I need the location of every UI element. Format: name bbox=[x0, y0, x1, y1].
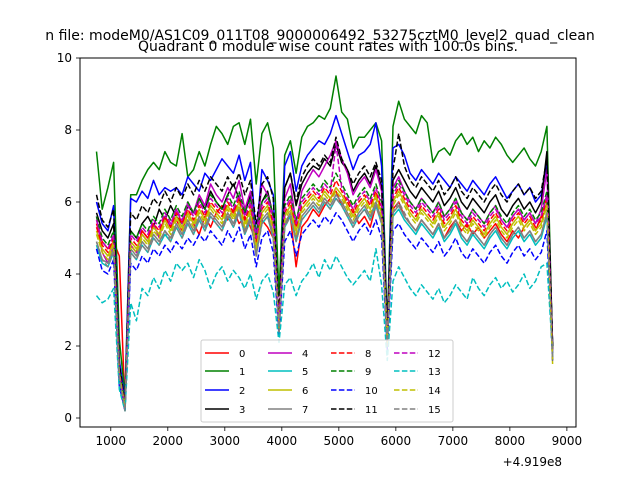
legend-label-7: 7 bbox=[302, 405, 308, 416]
y-tick-label-0: 0 bbox=[64, 411, 72, 425]
legend-label-12: 12 bbox=[428, 349, 441, 360]
series-line-12 bbox=[95, 143, 554, 408]
x-tick-label-7: 8000 bbox=[495, 434, 526, 448]
series-line-9 bbox=[95, 172, 554, 405]
legend-label-0: 0 bbox=[239, 349, 245, 360]
series-line-2 bbox=[95, 114, 554, 401]
y-tick-label-2: 4 bbox=[64, 267, 72, 281]
figure-suptitle: n file: modeM0/AS1C09_011T08_9000006492_… bbox=[45, 28, 594, 44]
x-offset-label: +4.919e8 bbox=[503, 455, 562, 469]
series-line-15 bbox=[95, 197, 554, 412]
legend-label-2: 2 bbox=[239, 386, 245, 397]
legend-label-10: 10 bbox=[365, 386, 378, 397]
y-tick-label-5: 10 bbox=[57, 51, 72, 65]
y-tick-label-1: 2 bbox=[64, 339, 72, 353]
legend-label-4: 4 bbox=[302, 349, 308, 360]
legend-label-8: 8 bbox=[365, 349, 371, 360]
y-tick-label-4: 8 bbox=[64, 123, 72, 137]
legend-box bbox=[200, 339, 454, 423]
series-line-13 bbox=[95, 248, 554, 412]
series-line-6 bbox=[95, 186, 554, 408]
x-tick-label-2: 3000 bbox=[210, 434, 241, 448]
series-line-10 bbox=[95, 212, 554, 412]
x-tick-label-6: 7000 bbox=[438, 434, 469, 448]
series-layer bbox=[95, 75, 554, 412]
plot-frame bbox=[79, 57, 577, 428]
series-line-14 bbox=[95, 190, 554, 408]
legend-label-11: 11 bbox=[365, 405, 378, 416]
legend-label-15: 15 bbox=[428, 405, 441, 416]
x-tick-label-0: 1000 bbox=[96, 434, 127, 448]
series-line-11 bbox=[95, 132, 554, 405]
chart-title: Quadrant 0 module wise count rates with … bbox=[138, 39, 518, 55]
series-line-1 bbox=[95, 75, 554, 398]
y-tick-label-3: 6 bbox=[64, 195, 72, 209]
x-tick-label-1: 2000 bbox=[153, 434, 184, 448]
series-line-3 bbox=[95, 143, 554, 408]
x-tick-label-4: 5000 bbox=[324, 434, 355, 448]
legend-label-13: 13 bbox=[428, 367, 441, 378]
legend-label-5: 5 bbox=[302, 367, 308, 378]
series-line-8 bbox=[95, 179, 554, 408]
axis-ticks: 1000 2000 3000 4000 5000 6000 7000 8000 9000 0 2 4 6… bbox=[57, 51, 582, 448]
legend-label-6: 6 bbox=[302, 386, 308, 397]
x-tick-label-5: 6000 bbox=[381, 434, 412, 448]
legend-label-9: 9 bbox=[365, 367, 371, 378]
legend-label-3: 3 bbox=[239, 405, 245, 416]
legend-label-1: 1 bbox=[239, 367, 245, 378]
x-tick-label-3: 4000 bbox=[267, 434, 298, 448]
x-tick-label-8: 9000 bbox=[552, 434, 583, 448]
legend-label-14: 14 bbox=[428, 386, 441, 397]
